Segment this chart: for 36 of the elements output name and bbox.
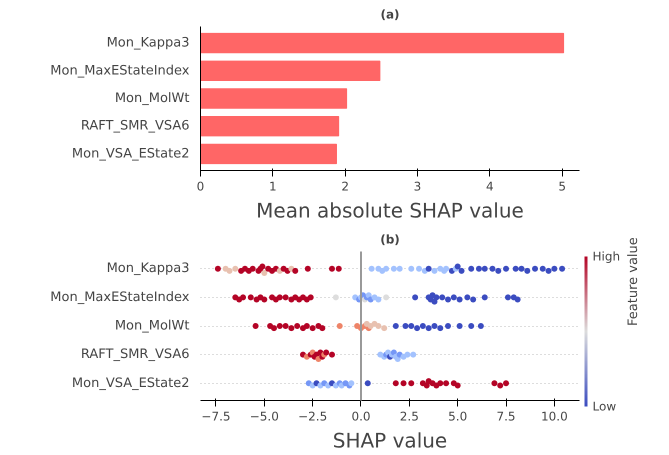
bar — [200, 60, 380, 81]
color-bar-title: Feature value — [626, 237, 641, 326]
x-tick-label: 2.5 — [400, 410, 419, 424]
bar — [200, 116, 340, 136]
text: High — [592, 250, 620, 264]
bar — [200, 144, 337, 164]
y-tick-label: Mon_MaxEStateIndex — [50, 63, 190, 78]
x-axis-title: Mean absolute SHAP value — [256, 198, 524, 222]
x-tick-label: 4 — [486, 180, 494, 194]
x-tick-label: 5 — [558, 180, 566, 194]
text: Low — [592, 400, 616, 414]
y-tick-label: Mon_Kappa3 — [106, 261, 190, 276]
x-tick-label: −5.0 — [250, 410, 279, 424]
x-tick-label: 1 — [269, 180, 277, 194]
y-tick-label: Mon_MolWt — [114, 91, 190, 106]
x-axis-title: SHAP value — [332, 428, 448, 452]
x-tick-label: 3 — [414, 180, 422, 194]
y-tick-label: RAFT_SMR_VSA6 — [80, 347, 190, 362]
x-tick-label: 0.0 — [351, 410, 371, 424]
y-tick-label: Mon_VSA_EState2 — [72, 376, 190, 391]
y-tick-label: Mon_MolWt — [114, 318, 190, 334]
y-tick-label: Mon_MaxEStateIndex — [50, 290, 190, 305]
y-tick-label: Mon_Kappa3 — [106, 36, 190, 51]
y-tick-label: Mon_VSA_EState2 — [72, 146, 190, 162]
x-tick-label: −2.5 — [298, 410, 328, 424]
chart-title: (b) — [380, 232, 400, 246]
y-tick-label: RAFT_SMR_VSA6 — [80, 118, 190, 134]
x-tick-label: 2 — [341, 180, 349, 194]
x-tick-label: 0 — [196, 180, 204, 194]
x-tick-label: 5.0 — [448, 410, 468, 424]
chart-title: (a) — [380, 8, 400, 22]
x-tick-label: 7.5 — [496, 410, 516, 424]
bar — [200, 32, 564, 54]
bar — [200, 88, 348, 109]
x-tick-label: −7.5 — [201, 410, 231, 424]
x-tick-label: 10.0 — [541, 410, 568, 424]
